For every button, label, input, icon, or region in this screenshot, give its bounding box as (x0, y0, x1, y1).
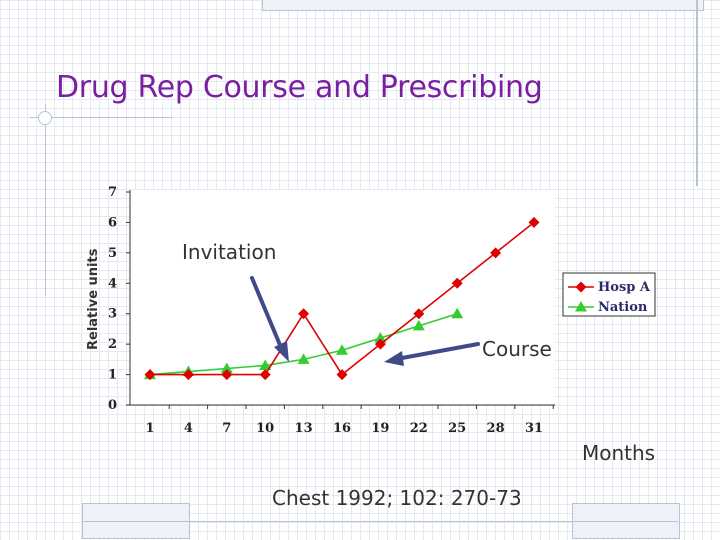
series-hosp-a (144, 216, 540, 381)
y-tick-label: 2 (108, 337, 117, 352)
data-point (297, 353, 310, 364)
x-tick-label: 4 (184, 421, 193, 436)
deco-title-underline (30, 117, 172, 118)
y-tick-label: 4 (108, 276, 117, 291)
y-tick-label: 1 (108, 368, 117, 383)
data-point (412, 319, 425, 331)
invitation-arrow-head (274, 341, 289, 362)
data-point (259, 369, 271, 381)
data-point (259, 359, 272, 370)
x-tick-label: 19 (371, 421, 389, 436)
y-tick-label: 0 (108, 398, 117, 413)
deco-right-line (696, 0, 698, 186)
data-point (298, 308, 310, 320)
x-tick-label: 25 (448, 421, 466, 436)
course-label: Course (482, 337, 552, 361)
data-point (221, 369, 233, 381)
data-point (374, 338, 386, 350)
legend-marker (575, 301, 587, 312)
data-point (451, 307, 464, 319)
deco-left-vertical (45, 104, 46, 296)
citation: Chest 1992; 102: 270-73 (272, 486, 522, 510)
months-label: Months (582, 441, 656, 465)
y-tick-label: 3 (108, 307, 117, 322)
annotation-arrows (250, 276, 480, 366)
data-point (220, 362, 233, 373)
x-tick-label: 31 (525, 421, 543, 436)
y-tick-label: 6 (108, 215, 117, 230)
data-point (336, 369, 348, 381)
data-point (374, 332, 387, 343)
y-axis-label: Relative units (86, 248, 101, 350)
data-point (336, 344, 348, 355)
legend-marker (575, 281, 587, 293)
legend-label: Nation (598, 300, 648, 315)
x-tick-label: 13 (295, 421, 313, 436)
slide-title: Drug Rep Course and Prescribing (56, 70, 543, 105)
x-tick-label: 10 (256, 421, 274, 436)
deco-circle (38, 111, 52, 125)
deco-top-bar (262, 0, 704, 11)
x-tick-label: 28 (487, 421, 505, 436)
y-axis: 0 1 2 3 4 5 6 7 (108, 185, 131, 413)
data-point (528, 216, 540, 228)
x-tick-label: 16 (333, 421, 351, 436)
data-point (413, 308, 425, 320)
deco-bottom-line (82, 521, 678, 522)
data-point (182, 369, 194, 381)
x-tick-label: 1 (145, 421, 154, 436)
series-layer (144, 216, 540, 381)
x-tick-label: 7 (222, 421, 231, 436)
course-arrow-shaft (400, 342, 480, 360)
legend: Hosp A Nation (562, 272, 656, 317)
y-tick-label: 7 (108, 185, 117, 200)
plot-area (130, 190, 555, 405)
data-point (451, 277, 463, 289)
data-point (490, 247, 502, 259)
invitation-label: Invitation (182, 240, 277, 264)
x-axis: 1 4 7 10 13 16 19 22 25 28 31 (130, 404, 555, 436)
course-arrow-head (384, 351, 404, 366)
data-point (144, 369, 156, 381)
x-tick-label: 22 (410, 421, 428, 436)
legend-label: Hosp A (598, 280, 651, 295)
invitation-arrow-shaft (250, 276, 282, 347)
y-tick-label: 5 (108, 246, 117, 261)
